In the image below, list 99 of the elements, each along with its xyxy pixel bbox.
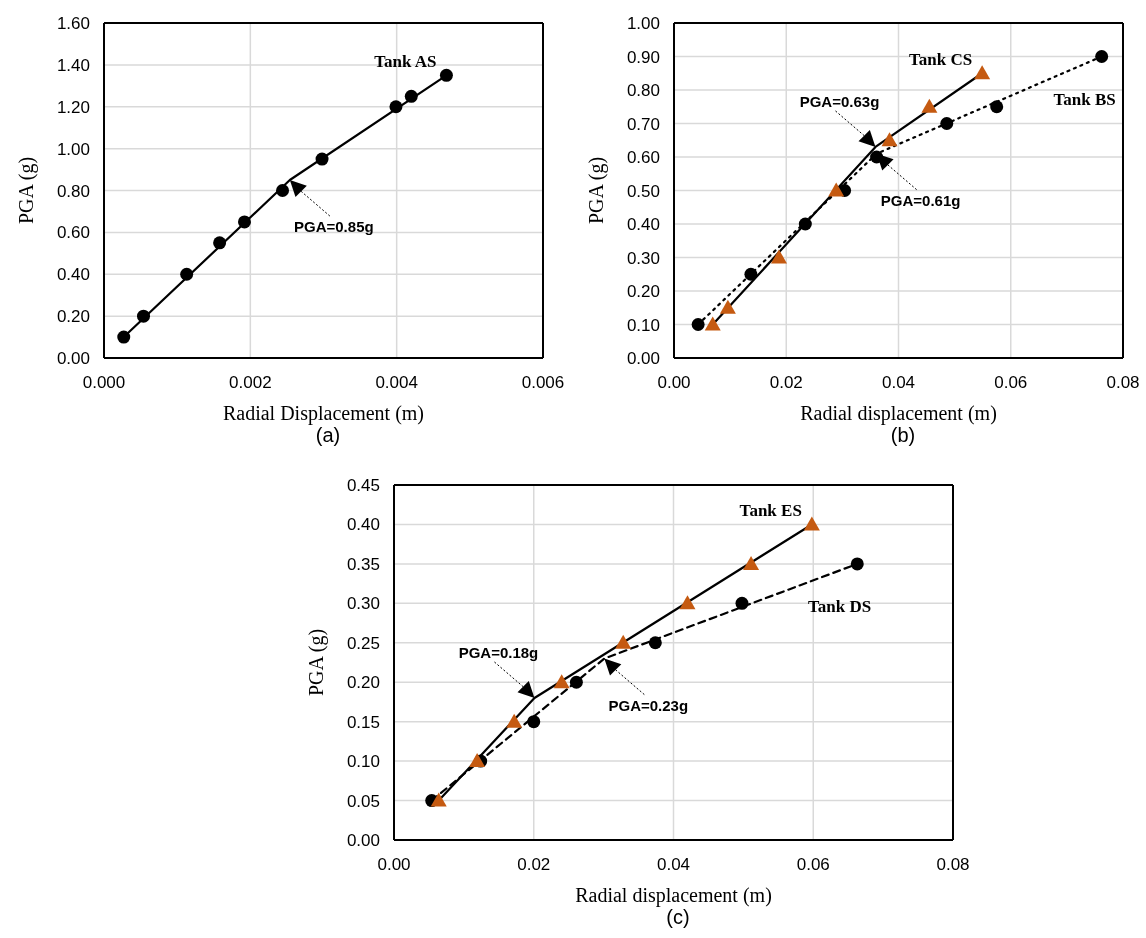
x-tick-label: 0.06 (796, 855, 830, 875)
point (117, 330, 131, 344)
point (648, 636, 662, 650)
x-tick-label: 0.002 (229, 373, 272, 393)
point (850, 557, 864, 571)
point (679, 595, 696, 610)
x-tick-label: 0.004 (375, 373, 418, 393)
point (180, 267, 194, 281)
point (276, 184, 290, 197)
y-tick-label: 1.60 (56, 14, 90, 34)
y-tick-label: 1.20 (56, 97, 90, 117)
series-label: Tank ES (739, 501, 802, 521)
y-axis-title: PGA (g) (15, 156, 39, 225)
point (527, 715, 541, 729)
y-tick-label: 0.00 (346, 831, 380, 851)
y-tick-label: 0.40 (346, 515, 380, 535)
y-tick-label: 0.60 (56, 223, 90, 243)
y-tick-label: 0.30 (626, 248, 660, 268)
annotation: PGA=0.23g (608, 696, 689, 714)
y-tick-label: 0.60 (626, 148, 660, 168)
point (940, 117, 954, 130)
series-label: Tank AS (374, 52, 437, 72)
series-label: Tank CS (908, 50, 973, 70)
point (691, 318, 705, 331)
annotation: PGA=0.63g (799, 92, 880, 110)
point (744, 267, 758, 281)
y-tick-label: 0.50 (626, 181, 660, 201)
y-tick-label: 0.45 (346, 476, 380, 496)
point (404, 89, 418, 103)
y-tick-label: 0.90 (626, 47, 660, 67)
point (770, 249, 787, 264)
point (921, 98, 938, 113)
x-tick-label: 0.000 (82, 373, 126, 393)
point (506, 713, 523, 728)
point (828, 182, 845, 197)
x-tick-label: 0.00 (657, 373, 691, 393)
point (974, 65, 991, 80)
point (1095, 50, 1109, 63)
y-tick-label: 0.20 (56, 307, 90, 327)
x-tick-label: 0.04 (881, 373, 916, 393)
point (389, 100, 403, 114)
y-tick-label: 0.25 (346, 633, 380, 653)
annotation: PGA=0.18g (458, 644, 539, 661)
point (315, 152, 329, 166)
text: (a) (315, 424, 341, 447)
annotation: PGA=0.85g (294, 218, 374, 236)
y-tick-label: 0.00 (56, 349, 90, 369)
x-tick-label: 0.04 (656, 855, 691, 875)
x-tick-label: 0.06 (994, 373, 1028, 393)
x-tick-label: 0.00 (377, 855, 411, 875)
point (990, 100, 1004, 114)
y-tick-label: 0.05 (346, 791, 380, 811)
point (743, 555, 760, 570)
y-tick-label: 0.80 (626, 81, 660, 101)
point (553, 674, 570, 689)
point (881, 132, 898, 147)
point (237, 215, 251, 229)
point (430, 792, 447, 807)
y-tick-label: 0.30 (346, 594, 380, 614)
point (803, 516, 820, 531)
y-tick-label: 1.40 (56, 55, 90, 75)
y-tick-label: 0.40 (56, 265, 90, 285)
point (719, 299, 736, 314)
y-tick-label: 0.00 (626, 349, 660, 369)
y-tick-label: 1.00 (56, 139, 90, 159)
y-tick-label: 0.15 (346, 712, 380, 732)
y-axis-title: PGA (g) (305, 628, 329, 697)
x-tick-label: 0.02 (769, 373, 803, 393)
point (137, 309, 151, 323)
x-tick-label: 0.006 (521, 373, 565, 393)
point (735, 596, 749, 610)
y-tick-label: 0.20 (626, 282, 660, 302)
point (469, 753, 486, 768)
x-tick-label: 0.08 (936, 855, 970, 875)
y-tick-label: 0.80 (56, 181, 90, 201)
text: (c) (666, 906, 690, 929)
y-tick-label: 1.00 (626, 14, 660, 34)
y-tick-label: 0.20 (346, 673, 380, 693)
point (798, 217, 812, 231)
text: (b) (890, 424, 916, 447)
x-axis-title: Radial Displacement (m) (222, 402, 425, 425)
y-tick-label: 0.70 (626, 114, 660, 134)
annotation: PGA=0.61g (880, 191, 961, 209)
series-label: Tank BS (1053, 89, 1116, 109)
point (615, 634, 632, 649)
y-tick-label: 0.10 (626, 315, 660, 335)
series-label: Tank DS (808, 596, 872, 616)
x-tick-label: 0.02 (517, 855, 551, 875)
point (704, 316, 721, 331)
point (439, 68, 453, 82)
point (213, 236, 227, 250)
x-tick-label: 0.08 (1106, 373, 1140, 393)
x-axis-title: Radial displacement (m) (575, 884, 772, 907)
y-tick-label: 0.10 (346, 752, 380, 772)
y-tick-label: 0.40 (626, 215, 660, 235)
x-axis-title: Radial displacement (m) (800, 402, 997, 425)
y-axis-title: PGA (g) (585, 156, 609, 225)
point (569, 675, 583, 689)
y-tick-label: 0.35 (346, 554, 380, 574)
